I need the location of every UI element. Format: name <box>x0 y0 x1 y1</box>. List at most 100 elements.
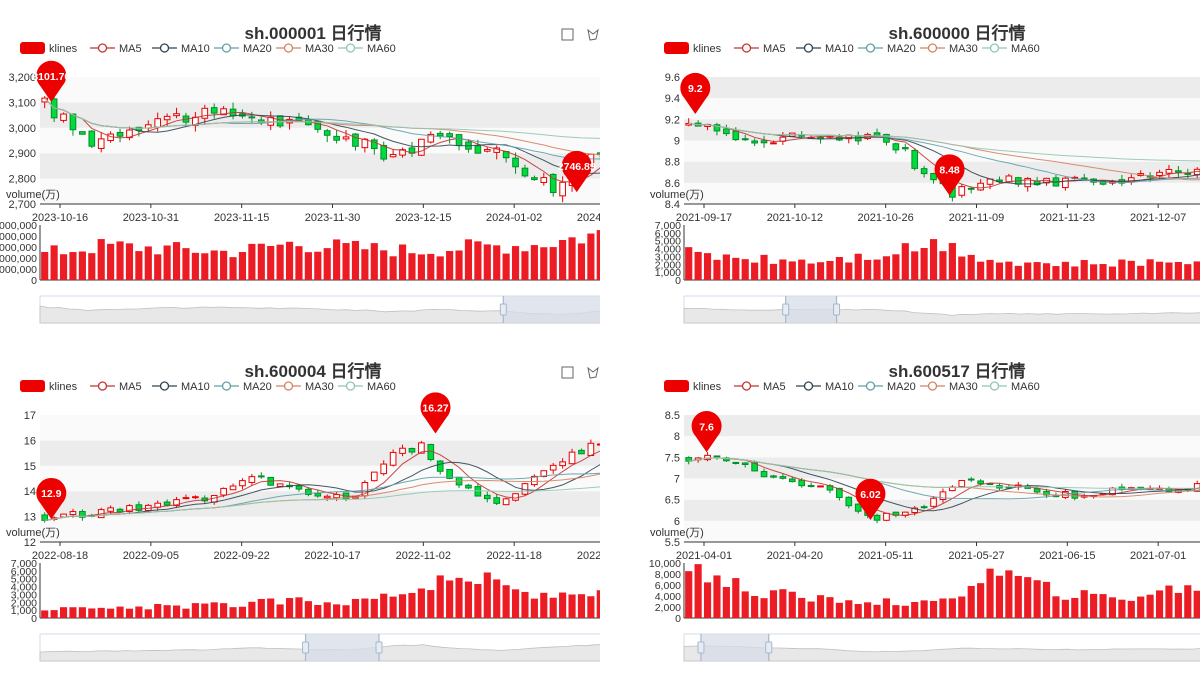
volume-bar <box>816 262 825 280</box>
kline-chart: sh.600517 日行情 klines MA5 MA10 MA20 MA30 MA60 5.… <box>649 361 1200 662</box>
legend-item-ma20[interactable]: MA20 <box>858 381 916 393</box>
legend-item-klines[interactable]: klines <box>664 380 722 393</box>
candle <box>418 440 425 454</box>
legend-item-klines[interactable]: klines <box>20 42 78 55</box>
legend-label: MA60 <box>367 43 396 55</box>
candle-body <box>531 475 538 486</box>
legend-item-ma5[interactable]: MA5 <box>90 43 142 55</box>
candle-body <box>342 136 350 140</box>
volume-bar <box>769 263 778 280</box>
x-tick-label: 2023-10-16 <box>32 212 88 224</box>
volume-bar <box>50 610 58 618</box>
volume-bar <box>1090 264 1098 280</box>
legend-item-ma60[interactable]: MA60 <box>982 381 1040 393</box>
ma60-line <box>44 97 600 139</box>
y-tick-label: 2,800 <box>8 174 36 186</box>
legend-item-ma10[interactable]: MA10 <box>152 381 210 393</box>
data-zoom-slider[interactable] <box>683 295 1200 324</box>
slider-handle-left[interactable] <box>499 296 507 323</box>
slider-window[interactable] <box>700 634 769 661</box>
legend-item-ma30[interactable]: MA30 <box>276 43 334 55</box>
marker-label: 12.9 <box>41 488 62 500</box>
ma60-line <box>688 457 1200 489</box>
volume-bar <box>882 598 891 618</box>
data-zoom-slider[interactable] <box>39 633 600 662</box>
legend-label: MA20 <box>243 381 272 393</box>
legend-item-ma20[interactable]: MA20 <box>858 43 916 55</box>
legend-item-ma20[interactable]: MA20 <box>214 43 272 55</box>
volume-bar <box>116 606 124 618</box>
volume-bar <box>333 239 341 280</box>
candle-body <box>210 107 218 114</box>
legend-item-ma30[interactable]: MA30 <box>276 381 334 393</box>
legend-item-ma5[interactable]: MA5 <box>734 381 786 393</box>
lasso-zoom-icon[interactable] <box>587 28 599 41</box>
candle-body <box>732 130 740 141</box>
volume-bar <box>464 239 473 280</box>
slider-handle-left[interactable] <box>302 634 310 661</box>
split-area <box>684 436 1200 458</box>
candle-body <box>587 442 595 457</box>
legend-label: MA5 <box>763 381 786 393</box>
candle-body <box>333 494 340 499</box>
x-tick-label: 2022-11-02 <box>396 550 451 562</box>
volume-bar <box>361 249 369 280</box>
candle <box>135 501 143 513</box>
slider-handle-right[interactable] <box>375 634 383 661</box>
slider-window[interactable] <box>503 296 600 323</box>
slider-window[interactable] <box>785 296 837 323</box>
legend-item-ma20[interactable]: MA20 <box>214 381 272 393</box>
slider-handle-left[interactable] <box>782 296 790 323</box>
candle <box>436 460 444 475</box>
volume-bar <box>1108 266 1117 280</box>
x-tick-label: 2021-07-01 <box>1130 550 1186 562</box>
legend-item-ma10[interactable]: MA10 <box>796 43 854 55</box>
volume-bar <box>201 253 209 280</box>
volume-bar <box>238 606 247 618</box>
slider-handle-right[interactable] <box>833 296 841 323</box>
legend-item-ma60[interactable]: MA60 <box>982 43 1040 55</box>
slider-window[interactable] <box>305 634 379 661</box>
lasso-zoom-icon[interactable] <box>587 366 599 379</box>
slider-handle-right[interactable] <box>765 634 773 661</box>
volume-bar <box>694 564 702 618</box>
volume-bar <box>760 254 768 280</box>
volume-bar <box>521 251 529 280</box>
candle-body <box>1043 490 1050 496</box>
candle-body <box>399 149 406 156</box>
legend-item-ma10[interactable]: MA10 <box>152 43 210 55</box>
candle-body <box>60 513 67 518</box>
legend-item-klines[interactable]: klines <box>20 380 78 393</box>
legend-label: MA5 <box>119 381 142 393</box>
legend-item-ma30[interactable]: MA30 <box>920 381 978 393</box>
rect-zoom-icon[interactable] <box>561 28 574 41</box>
y-tick-label: 7 <box>674 474 680 486</box>
data-zoom-slider[interactable] <box>683 633 1200 662</box>
legend-item-ma10[interactable]: MA10 <box>796 381 854 393</box>
legend-item-ma5[interactable]: MA5 <box>90 381 142 393</box>
candle <box>845 496 853 509</box>
volume-bar <box>323 602 331 618</box>
candle-body <box>911 149 919 169</box>
volume-tick-label: 7,000 <box>655 220 681 232</box>
slider-handle-left[interactable] <box>697 634 705 661</box>
candle <box>920 504 928 510</box>
volume-bar <box>502 253 510 280</box>
volume-bar <box>901 605 909 618</box>
legend-item-klines[interactable]: klines <box>664 42 722 55</box>
candle <box>493 494 501 506</box>
legend-item-ma60[interactable]: MA60 <box>338 381 396 393</box>
candle-body <box>741 138 749 141</box>
candle <box>427 443 435 462</box>
legend-marker <box>741 381 752 391</box>
legend-item-ma30[interactable]: MA30 <box>920 43 978 55</box>
volume-bar <box>163 245 171 280</box>
data-zoom-slider[interactable] <box>39 295 600 324</box>
legend-item-ma5[interactable]: MA5 <box>734 43 786 55</box>
legend-item-ma60[interactable]: MA60 <box>338 43 396 55</box>
candle-body <box>305 488 312 495</box>
rect-zoom-icon[interactable] <box>561 366 574 379</box>
candle <box>370 138 378 155</box>
candle-body <box>418 442 425 454</box>
volume-bar <box>191 252 199 280</box>
